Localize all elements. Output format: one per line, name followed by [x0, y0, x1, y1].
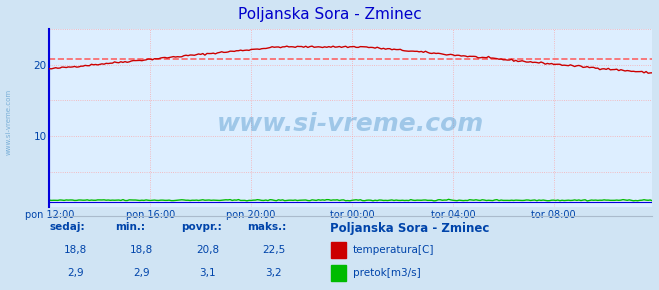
Text: 20,8: 20,8	[196, 245, 219, 255]
Text: www.si-vreme.com: www.si-vreme.com	[217, 112, 484, 135]
Text: maks.:: maks.:	[247, 222, 287, 232]
Text: 3,1: 3,1	[199, 268, 216, 278]
Text: www.si-vreme.com: www.si-vreme.com	[5, 89, 11, 155]
Text: Poljanska Sora - Zminec: Poljanska Sora - Zminec	[330, 222, 489, 235]
Text: 18,8: 18,8	[64, 245, 88, 255]
Text: 2,9: 2,9	[67, 268, 84, 278]
Text: pretok[m3/s]: pretok[m3/s]	[353, 268, 420, 278]
Text: 3,2: 3,2	[265, 268, 282, 278]
Text: Poljanska Sora - Zminec: Poljanska Sora - Zminec	[238, 7, 421, 22]
Text: 18,8: 18,8	[130, 245, 154, 255]
Text: povpr.:: povpr.:	[181, 222, 222, 232]
Text: min.:: min.:	[115, 222, 146, 232]
Text: sedaj:: sedaj:	[49, 222, 85, 232]
Text: temperatura[C]: temperatura[C]	[353, 245, 434, 255]
Text: 2,9: 2,9	[133, 268, 150, 278]
Text: 22,5: 22,5	[262, 245, 285, 255]
